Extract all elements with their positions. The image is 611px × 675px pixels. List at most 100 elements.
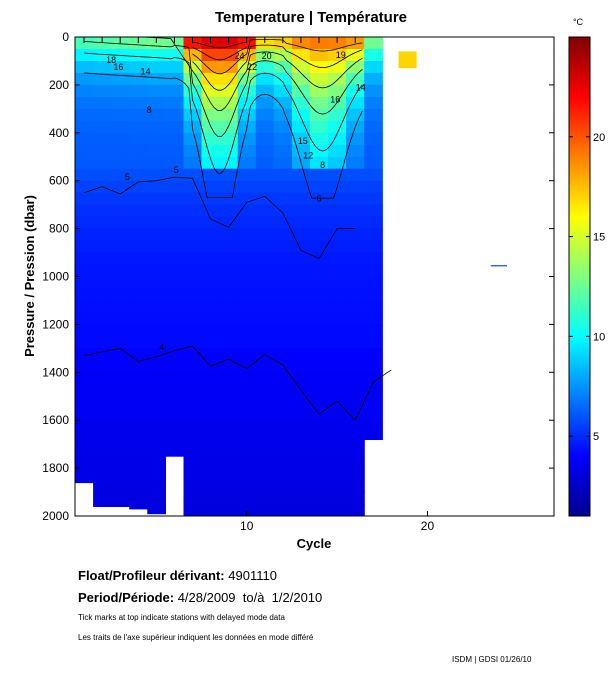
temperature-cell bbox=[165, 432, 185, 445]
temperature-cell bbox=[183, 384, 203, 397]
temperature-cell bbox=[111, 312, 130, 325]
temperature-cell bbox=[183, 396, 203, 409]
temperature-cell bbox=[291, 49, 311, 62]
temperature-cell bbox=[147, 384, 166, 397]
temperature-cell bbox=[93, 432, 112, 445]
temperature-cell bbox=[129, 504, 148, 510]
temperature-cell bbox=[129, 204, 148, 218]
temperature-cell bbox=[255, 468, 275, 481]
temperature-cell bbox=[364, 348, 383, 361]
temperature-cell bbox=[93, 252, 112, 266]
temperature-cell bbox=[93, 288, 112, 302]
temperature-cell bbox=[328, 456, 347, 469]
temperature-cell bbox=[255, 192, 275, 206]
temperature-cell bbox=[273, 444, 293, 457]
temperature-cell bbox=[219, 168, 239, 182]
temperature-cell bbox=[111, 348, 130, 361]
temperature-cell bbox=[237, 420, 257, 433]
temperature-cell bbox=[291, 180, 311, 194]
note-french: Les traits de l'axe supérieur indiquent … bbox=[78, 633, 314, 642]
temperature-cell bbox=[328, 492, 347, 505]
temperature-cell bbox=[93, 216, 112, 230]
colorbar-unit: °C bbox=[573, 17, 584, 27]
temperature-cell bbox=[346, 408, 365, 421]
temperature-cell bbox=[273, 480, 293, 493]
temperature-cell bbox=[273, 396, 293, 409]
temperature-cell bbox=[219, 444, 239, 457]
temperature-cell bbox=[111, 204, 130, 218]
float-id-line: Float/Profileur dérivant: 4901110 bbox=[78, 568, 277, 583]
temperature-cell bbox=[75, 408, 94, 421]
temperature-cell bbox=[201, 216, 221, 230]
temperature-cell bbox=[75, 180, 94, 194]
temperature-cell bbox=[129, 288, 148, 302]
temperature-cell bbox=[201, 37, 221, 50]
temperature-cell bbox=[147, 420, 166, 433]
temperature-cell bbox=[310, 192, 329, 206]
temperature-cell bbox=[291, 84, 311, 98]
temperature-cell bbox=[291, 72, 311, 86]
temperature-cell bbox=[165, 264, 185, 278]
temperature-cell bbox=[129, 480, 148, 493]
temperature-cell bbox=[237, 228, 257, 242]
temperature-cell bbox=[346, 480, 365, 493]
temperature-cell bbox=[75, 468, 94, 481]
temperature-cell bbox=[364, 37, 383, 50]
temperature-cell bbox=[219, 37, 239, 50]
temperature-cell bbox=[111, 96, 130, 110]
temperature-cell bbox=[75, 49, 94, 62]
temperature-cell bbox=[328, 168, 347, 182]
temperature-cell bbox=[183, 336, 203, 349]
temperature-cell bbox=[201, 492, 221, 505]
temperature-cell bbox=[183, 252, 203, 266]
y-axis-tick-label: 400 bbox=[49, 126, 69, 140]
temperature-cell bbox=[346, 420, 365, 433]
temperature-cell bbox=[364, 240, 383, 254]
temperature-cell bbox=[129, 408, 148, 421]
temperature-cell bbox=[364, 72, 383, 86]
temperature-cell bbox=[237, 372, 257, 385]
isotherm-16C bbox=[192, 44, 363, 91]
temperature-cell bbox=[201, 72, 221, 86]
temperature-cell bbox=[346, 288, 365, 302]
temperature-cell bbox=[183, 120, 203, 134]
temperature-cell bbox=[237, 240, 257, 254]
temperature-cell bbox=[328, 396, 347, 409]
temperature-cell bbox=[75, 84, 94, 98]
temperature-cell bbox=[291, 228, 311, 242]
temperature-cell bbox=[310, 324, 329, 337]
temperature-cell bbox=[328, 144, 347, 158]
temperature-cell bbox=[201, 156, 221, 170]
temperature-cell bbox=[310, 49, 329, 62]
temperature-cell bbox=[310, 216, 329, 230]
temperature-cell bbox=[201, 396, 221, 409]
temperature-cell bbox=[75, 204, 94, 218]
temperature-cell bbox=[273, 384, 293, 397]
temperature-cell bbox=[201, 312, 221, 325]
isotherm-label: 12 bbox=[303, 151, 313, 161]
temperature-cell bbox=[310, 288, 329, 302]
temperature-cell bbox=[237, 132, 257, 146]
temperature-cell bbox=[328, 156, 347, 170]
temperature-cell bbox=[273, 84, 293, 98]
temperature-cell bbox=[310, 37, 329, 50]
temperature-cell bbox=[364, 288, 383, 302]
temperature-cell bbox=[165, 276, 185, 290]
temperature-cell bbox=[201, 300, 221, 314]
temperature-cell bbox=[310, 204, 329, 218]
temperature-cell bbox=[255, 312, 275, 325]
temperature-cell bbox=[237, 300, 257, 314]
temperature-cell bbox=[147, 120, 166, 134]
temperature-cell bbox=[219, 456, 239, 469]
temperature-cell bbox=[147, 204, 166, 218]
temperature-cell bbox=[273, 468, 293, 481]
temperature-cell bbox=[255, 156, 275, 170]
temperature-cell bbox=[165, 300, 185, 314]
temperature-cell bbox=[219, 324, 239, 337]
temperature-cell bbox=[183, 144, 203, 158]
temperature-cell bbox=[183, 492, 203, 505]
temperature-cell bbox=[111, 228, 130, 242]
temperature-cell bbox=[346, 180, 365, 194]
temperature-cell bbox=[147, 372, 166, 385]
temperature-cell bbox=[310, 492, 329, 505]
